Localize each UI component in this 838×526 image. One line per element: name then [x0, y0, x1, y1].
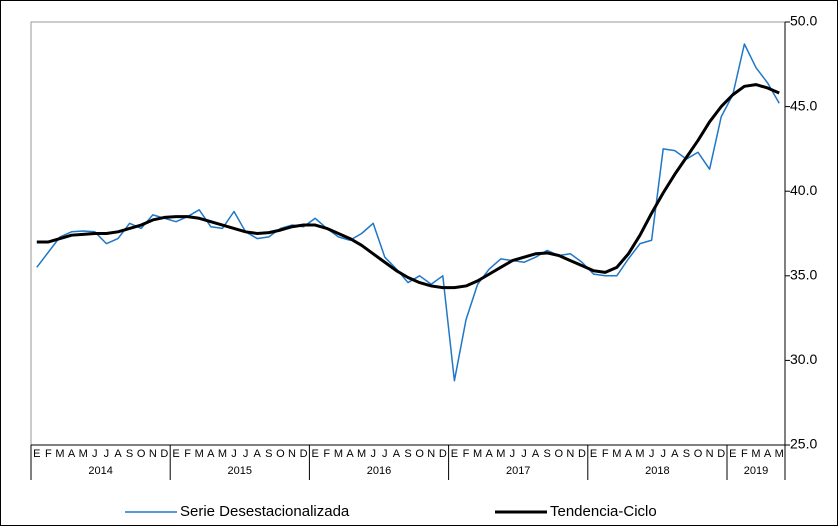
x-tick-label: N: [427, 448, 435, 460]
x-group-label: 2017: [506, 465, 530, 477]
x-tick-label: M: [775, 448, 784, 460]
x-tick-label: M: [751, 448, 760, 460]
x-tick-label: E: [312, 448, 319, 460]
x-tick-label: N: [566, 448, 574, 460]
x-tick-label: M: [55, 448, 64, 460]
x-tick-label: S: [544, 448, 551, 460]
x-tick-label: F: [184, 448, 191, 460]
x-tick-label: E: [729, 448, 736, 460]
y-tick-label: 25.0: [790, 436, 817, 452]
x-tick-label: J: [521, 448, 527, 460]
x-tick-label: N: [149, 448, 157, 460]
x-tick-label: F: [741, 448, 748, 460]
x-tick-label: E: [590, 448, 597, 460]
x-tick-label: A: [764, 448, 772, 460]
x-tick-label: O: [555, 448, 564, 460]
x-tick-label: J: [92, 448, 98, 460]
x-tick-label: E: [451, 448, 458, 460]
x-tick-label: F: [323, 448, 330, 460]
x-tick-label: M: [473, 448, 482, 460]
x-tick-label: E: [33, 448, 40, 460]
x-group-label: 2014: [88, 465, 112, 477]
legend-label: Tendencia-Ciclo: [550, 503, 657, 520]
x-tick-label: M: [218, 448, 227, 460]
x-group-label: 2015: [228, 465, 252, 477]
x-tick-label: J: [649, 448, 655, 460]
x-tick-label: A: [486, 448, 494, 460]
x-tick-label: J: [104, 448, 110, 460]
x-tick-label: D: [160, 448, 168, 460]
x-tick-label: J: [370, 448, 376, 460]
x-tick-label: M: [496, 448, 505, 460]
x-tick-label: O: [415, 448, 424, 460]
y-tick-label: 35.0: [790, 267, 817, 283]
x-tick-label: A: [346, 448, 354, 460]
x-tick-label: M: [334, 448, 343, 460]
x-tick-label: A: [671, 448, 679, 460]
x-tick-label: D: [300, 448, 308, 460]
x-tick-label: J: [243, 448, 249, 460]
x-tick-label: F: [463, 448, 470, 460]
x-tick-label: M: [635, 448, 644, 460]
y-tick-label: 50.0: [790, 13, 817, 29]
y-tick-label: 40.0: [790, 182, 817, 198]
x-tick-label: J: [231, 448, 237, 460]
x-tick-label: S: [126, 448, 133, 460]
x-tick-label: A: [207, 448, 215, 460]
x-tick-label: D: [578, 448, 586, 460]
x-tick-label: J: [382, 448, 388, 460]
x-tick-label: J: [510, 448, 516, 460]
x-tick-label: A: [68, 448, 76, 460]
x-tick-label: S: [683, 448, 690, 460]
x-tick-label: O: [276, 448, 285, 460]
y-tick-label: 45.0: [790, 97, 817, 113]
legend-label: Serie Desestacionalizada: [180, 503, 350, 520]
x-tick-label: A: [532, 448, 540, 460]
x-tick-label: S: [265, 448, 272, 460]
x-tick-label: J: [660, 448, 666, 460]
x-tick-label: O: [137, 448, 146, 460]
x-tick-label: A: [114, 448, 122, 460]
x-tick-label: O: [694, 448, 703, 460]
x-tick-label: S: [404, 448, 411, 460]
series-line: [36, 83, 780, 290]
x-group-label: 2018: [645, 465, 669, 477]
x-group-label: 2019: [744, 465, 768, 477]
x-tick-label: M: [79, 448, 88, 460]
x-tick-label: F: [602, 448, 609, 460]
x-tick-label: F: [45, 448, 52, 460]
x-tick-label: D: [717, 448, 725, 460]
x-tick-label: A: [254, 448, 262, 460]
x-tick-label: M: [612, 448, 621, 460]
y-tick-label: 30.0: [790, 351, 817, 367]
x-tick-label: M: [195, 448, 204, 460]
x-tick-label: N: [706, 448, 714, 460]
x-tick-label: A: [625, 448, 633, 460]
x-tick-label: N: [288, 448, 296, 460]
x-group-label: 2016: [367, 465, 391, 477]
x-tick-label: D: [439, 448, 447, 460]
x-tick-label: M: [357, 448, 366, 460]
x-tick-label: A: [393, 448, 401, 460]
x-tick-label: E: [172, 448, 179, 460]
